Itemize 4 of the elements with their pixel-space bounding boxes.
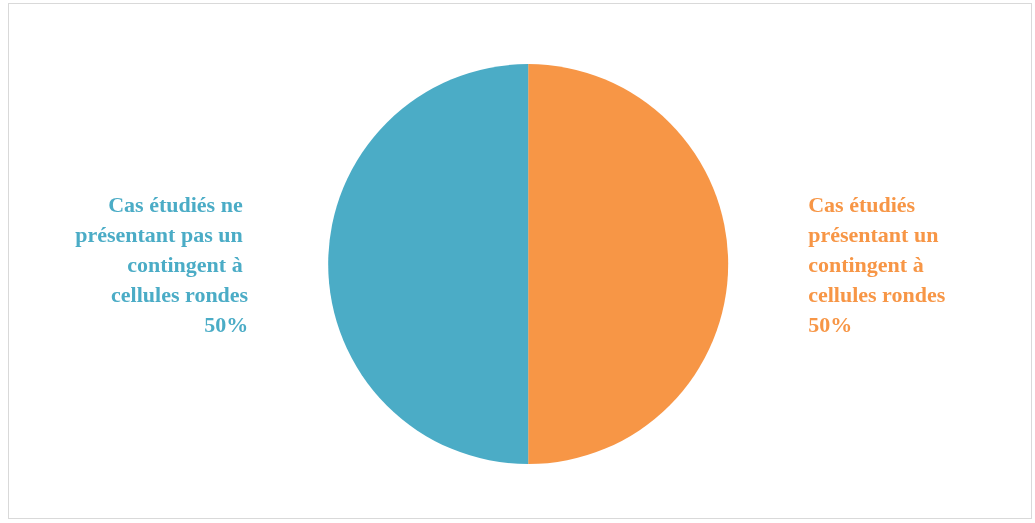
slice-label: Cas étudiés ne présentant pas un contingent à cellules rondes bbox=[75, 191, 249, 307]
data-label: 50% bbox=[808, 311, 853, 337]
data-label: 50% bbox=[204, 311, 249, 337]
slice-label: Cas étudiés présentant un contingent à cellules rondes bbox=[808, 191, 946, 307]
